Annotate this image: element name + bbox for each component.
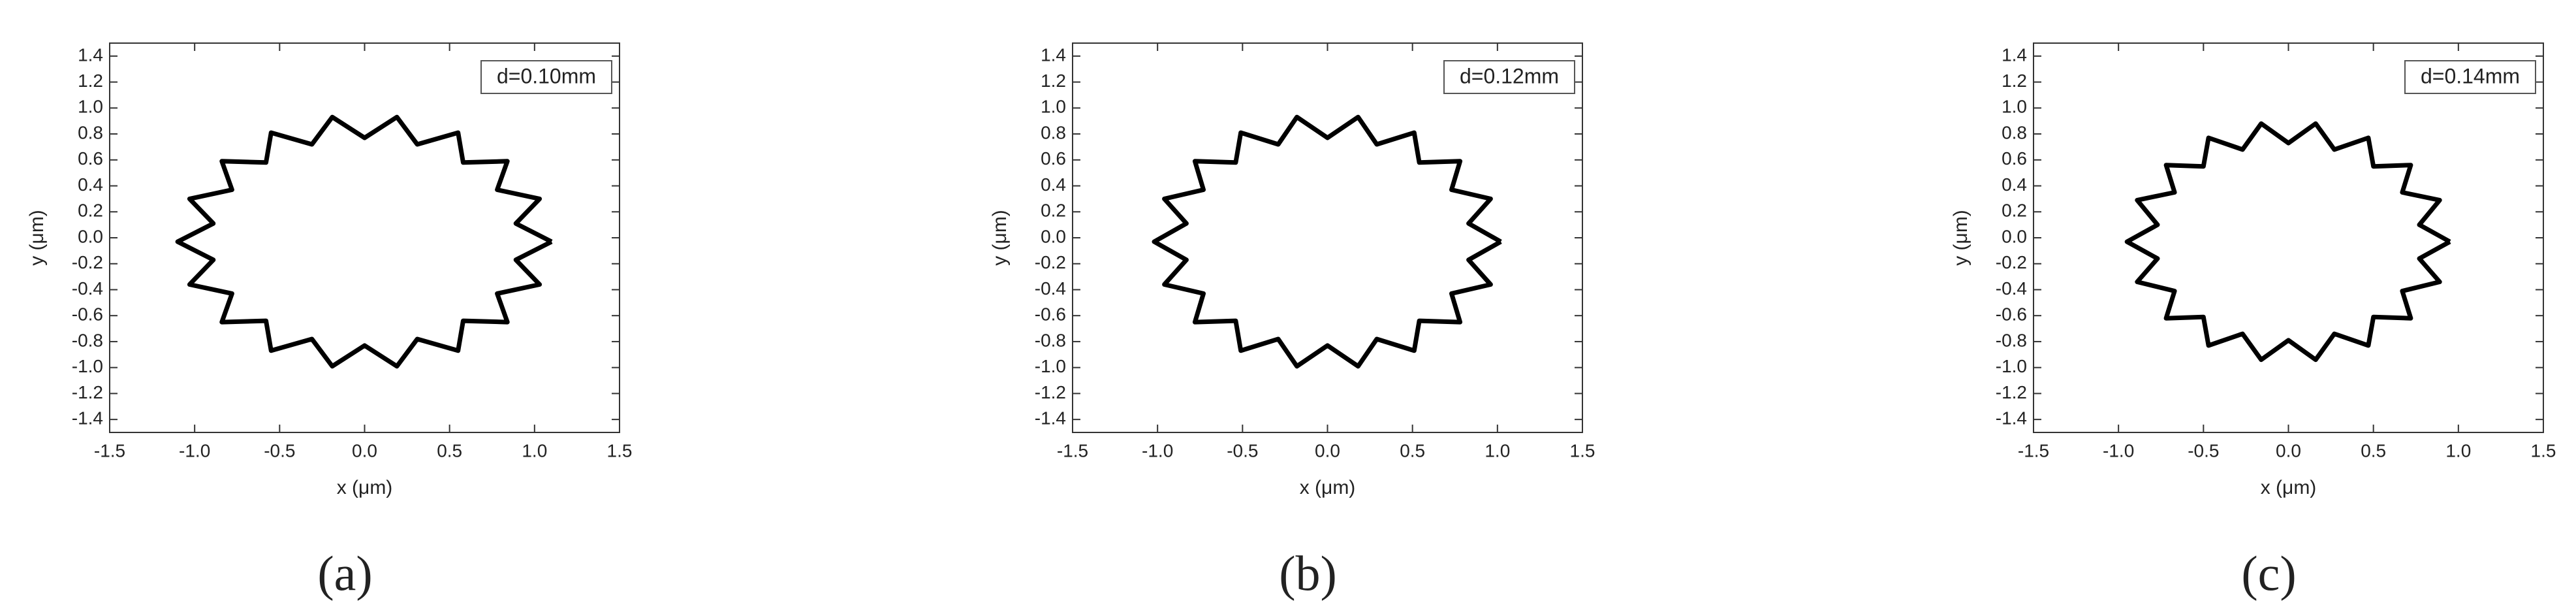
x-tick-label: 1.5 [2531,440,2556,461]
y-tick-label: -0.8 [1996,330,2027,350]
y-tick-label: 1.2 [2002,71,2027,91]
y-tick-label: 0.8 [1041,122,1066,142]
y-tick-label: 0.0 [78,226,103,246]
y-tick-label: -1.2 [1996,382,2027,402]
y-tick-label: -1.4 [1996,408,2027,429]
x-axis-label: x (μm) [1300,477,1356,498]
panel-label: (a) [317,546,372,601]
x-tick-label: 0.0 [352,440,377,461]
chart-panel: -1.5 -1.0 -0.5 0.0 0.5 1.0 1.5 -1.4 -1.2 -1.0 -0.8… [1950,42,2556,601]
x-tick-label: 1.0 [2445,440,2471,461]
x-axis-label: x (μm) [337,477,393,498]
y-tick-label: 1.2 [1041,71,1066,91]
y-tick-label: 1.0 [1041,97,1066,117]
y-tick-label: 1.4 [78,44,103,65]
x-tick-label: -0.5 [264,440,295,461]
y-tick-label: -0.2 [1035,252,1066,272]
y-tick-label: 1.0 [78,97,103,117]
orbit-line [1152,114,1502,369]
annotation-box [480,60,612,94]
y-tick-label: 0.2 [2002,201,2027,221]
x-tick-label: -1.5 [94,440,125,461]
x-tick-label: -1.0 [1142,440,1173,461]
y-tick-label: -0.6 [72,304,103,325]
chart-panel: -1.5 -1.0 -0.5 0.0 0.5 1.0 1.5 -1.4 -1.2 -1.0 -0.8… [989,42,1595,601]
y-tick-label: -0.4 [1035,278,1066,299]
y-axis-label: y (μm) [26,210,48,266]
y-tick-label: -1.2 [1035,382,1066,402]
y-tick-label: 0.6 [2002,148,2027,169]
y-tick-label: 0.6 [78,148,103,169]
annotation: d=0.14mm [2421,64,2520,88]
x-tick-label: 0.5 [2361,440,2386,461]
y-tick-label: 1.0 [2002,97,2027,117]
y-tick-label: -1.0 [72,356,103,376]
orbit-line [175,114,553,369]
y-tick-label: 1.2 [78,71,103,91]
y-tick-label: -0.8 [1035,330,1066,350]
panel-label: (c) [2241,546,2296,601]
x-tick-label: -1.5 [2018,440,2049,461]
x-tick-label: 1.5 [607,440,633,461]
y-tick-label: -0.4 [1996,278,2027,299]
x-tick-label: 0.5 [1400,440,1425,461]
x-tick-label: -0.5 [1227,440,1258,461]
y-tick-label: -1.0 [1035,356,1066,376]
y-tick-label: 0.4 [78,174,103,195]
plot-frame [2033,42,2544,433]
x-tick-label: -1.5 [1057,440,1088,461]
orbit-line [2124,121,2451,363]
y-tick-label: -0.6 [1035,304,1066,325]
y-tick-label: 1.4 [2002,44,2027,65]
annotation: d=0.12mm [1460,64,1559,88]
x-tick-label: -1.0 [179,440,210,461]
y-tick-label: 0.0 [1041,226,1066,246]
y-tick-label: 0.0 [2002,226,2027,246]
y-tick-label: 0.4 [2002,174,2027,195]
y-axis-label: y (μm) [1950,210,1971,266]
x-tick-label: 0.0 [2276,440,2301,461]
annotation-box [2404,60,2536,94]
y-tick-label: -0.4 [72,278,103,299]
y-tick-label: -1.2 [72,382,103,402]
y-tick-label: 0.4 [1041,174,1066,195]
y-tick-label: -1.4 [1035,408,1066,429]
x-tick-label: -1.0 [2103,440,2134,461]
y-tick-label: -0.2 [1996,252,2027,272]
y-tick-label: 0.2 [1041,201,1066,221]
chart-panel: -1.5 -1.0 -0.5 0.0 0.5 1.0 1.5 -1.4 -1.2 -1.0 -0.8… [26,42,633,601]
y-tick-label: -1.4 [72,408,103,429]
x-tick-label: 1.0 [522,440,547,461]
y-tick-label: 0.8 [78,122,103,142]
x-tick-label: 0.5 [437,440,462,461]
x-tick-label: 1.5 [1570,440,1595,461]
x-tick-label: 1.0 [1484,440,1510,461]
y-tick-label: -1.0 [1996,356,2027,376]
x-axis-label: x (μm) [2261,477,2317,498]
y-tick-label: -0.6 [1996,304,2027,325]
annotation-box [1443,60,1575,94]
annotation: d=0.10mm [497,64,596,88]
x-tick-label: -0.5 [2188,440,2219,461]
y-tick-label: -0.2 [72,252,103,272]
y-tick-label: 0.8 [2002,122,2027,142]
y-tick-label: -0.8 [72,330,103,350]
y-tick-label: 1.4 [1041,44,1066,65]
y-tick-label: 0.6 [1041,148,1066,169]
x-tick-label: 0.0 [1315,440,1340,461]
y-axis-label: y (μm) [989,210,1011,266]
panel-label: (b) [1279,546,1337,601]
plot-frame [1072,42,1583,433]
y-tick-label: 0.2 [78,201,103,221]
